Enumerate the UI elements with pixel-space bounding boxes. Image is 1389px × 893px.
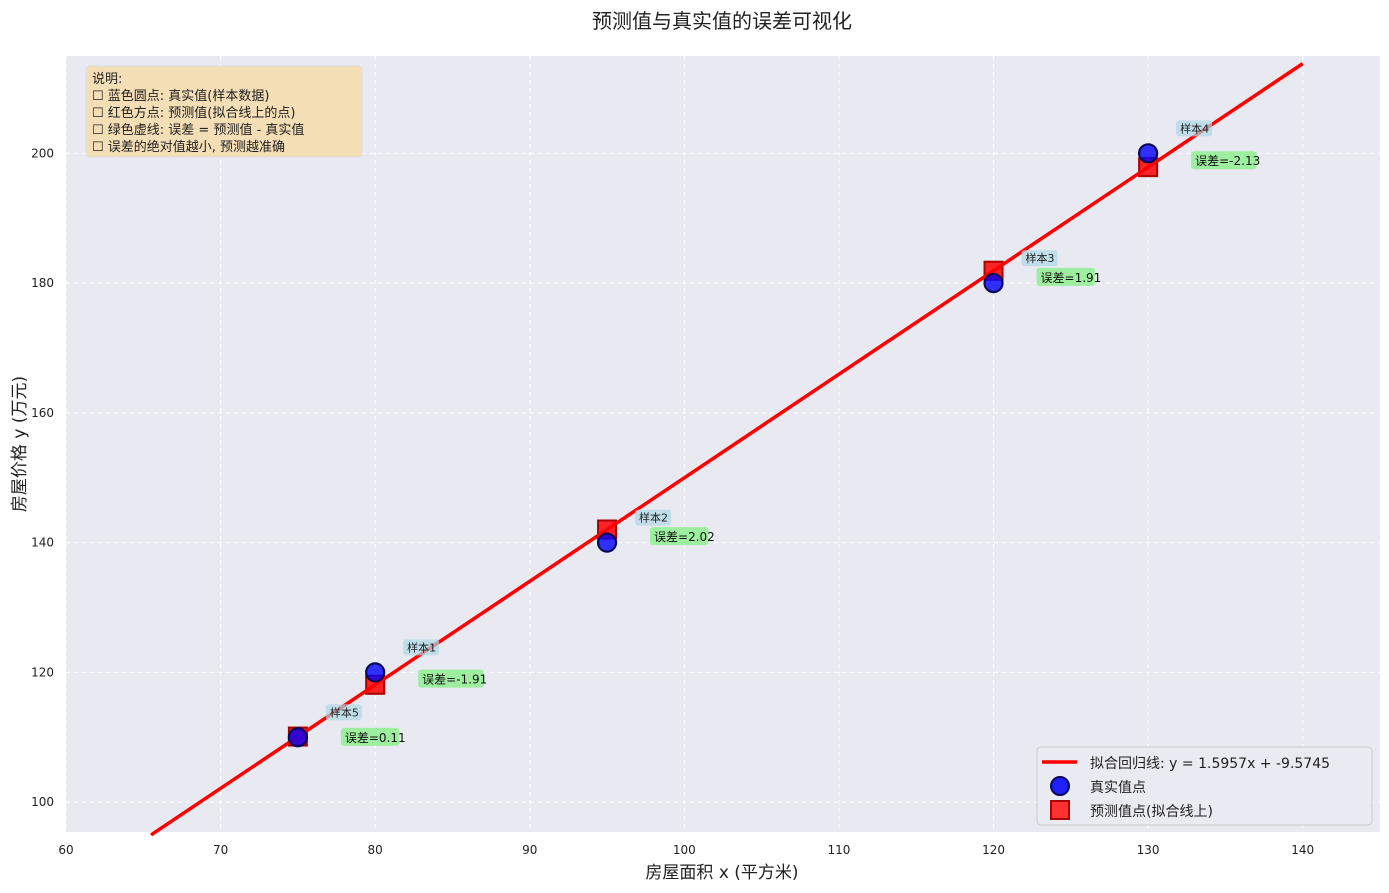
error-label: 误差=1.91 <box>1036 267 1102 286</box>
legend-entry: 预测值点(拟合线上) <box>1090 804 1213 820</box>
error-label-bg <box>650 527 709 546</box>
error-label: 误差=2.02 <box>650 527 715 546</box>
sample-label-text: 样本1 <box>407 640 436 654</box>
note-line: ☐ 误差的绝对值越小, 预测越准确 <box>92 139 285 155</box>
error-label-text: 误差=1.91 <box>1041 271 1102 285</box>
y-axis-label: 房屋价格 y (万元) <box>10 376 30 512</box>
note-line: ☐ 红色方点: 预测值(拟合线上的点) <box>92 105 295 121</box>
y-tick-label: 200 <box>31 146 54 160</box>
x-tick-label: 100 <box>673 843 696 857</box>
legend-entry: 真实值点 <box>1090 780 1146 796</box>
sample-label: 样本1 <box>403 639 440 656</box>
error-label-bg <box>1036 267 1095 286</box>
note-background <box>85 65 363 158</box>
note-line: 说明: <box>92 72 122 87</box>
y-tick-label: 160 <box>31 406 54 420</box>
sample-label-bg <box>635 509 672 526</box>
error-label-text: 误差=-2.13 <box>1195 154 1260 168</box>
note-line: ☐ 蓝色圆点: 真实值(样本数据) <box>92 88 269 104</box>
x-tick-label: 90 <box>522 843 537 857</box>
sample-label-bg <box>403 639 440 656</box>
legend-entry: 拟合回归线: y = 1.5957x + -9.5745 <box>1090 755 1330 772</box>
error-label-bg <box>1191 151 1257 170</box>
error-label-text: 误差=0.11 <box>345 731 406 745</box>
y-tick-label: 120 <box>31 665 54 679</box>
grid <box>65 56 1380 832</box>
x-tick-label: 130 <box>1137 843 1160 857</box>
legend-frame <box>1036 746 1373 826</box>
true-point <box>1138 143 1159 164</box>
y-tick-label: 180 <box>31 276 54 290</box>
legend-circle-swatch <box>1050 776 1070 796</box>
sample-label: 样本4 <box>1176 120 1213 137</box>
sample-label: 样本5 <box>325 704 362 721</box>
sample-label-bg <box>1176 120 1213 137</box>
legend: 拟合回归线: y = 1.5957x + -9.5745 真实值点 预测值点(拟… <box>1036 746 1373 826</box>
error-label-text: 误差=2.02 <box>654 530 715 544</box>
sample-label-bg <box>1021 250 1058 267</box>
true-point <box>596 532 618 553</box>
x-axis-label: 房屋面积 x (平方米) <box>645 863 798 883</box>
sample-label-bg <box>325 704 362 721</box>
axis-ticks: 60 70 80 90 100 110 120 130 140 100 120 140 160 180 20… <box>31 146 1314 857</box>
error-label: 误差=-2.13 <box>1191 151 1260 170</box>
sample-label: 样本3 <box>1021 250 1058 267</box>
y-tick-label: 140 <box>31 536 54 550</box>
sample-label-text: 样本2 <box>639 511 668 525</box>
error-label-bg <box>340 727 400 746</box>
true-point <box>365 662 386 683</box>
error-label: 误差=0.11 <box>340 727 406 746</box>
true-point <box>983 272 1004 294</box>
legend-square-swatch <box>1050 800 1070 820</box>
x-tick-label: 110 <box>827 843 850 857</box>
x-tick-label: 60 <box>58 843 73 857</box>
sample-label-text: 样本4 <box>1180 121 1209 135</box>
x-tick-label: 120 <box>982 843 1005 857</box>
error-label-bg <box>418 669 484 688</box>
x-tick-label: 140 <box>1291 843 1314 857</box>
y-tick-label: 100 <box>31 795 54 809</box>
plot-area <box>66 56 1380 832</box>
error-label: 误差=-1.91 <box>418 669 487 688</box>
chart-marks: 样本1 误差=-1.91 样本2 误差=2.02 样本3 误差=1.91 样本4 误差=-2.… <box>150 62 1304 837</box>
note-box: 说明: ☐ 蓝色圆点: 真实值(样本数据) ☐ 红色方点: 预测值(拟合线上的点… <box>85 65 363 158</box>
sample-label: 样本2 <box>635 509 672 526</box>
x-tick-label: 70 <box>213 843 228 857</box>
note-line: ☐ 绿色虚线: 误差 = 预测值 - 真实值 <box>92 122 304 138</box>
sample-label-text: 样本3 <box>1026 251 1055 265</box>
true-point <box>287 727 308 748</box>
chart-title: 预测值与真实值的误差可视化 <box>592 9 852 33</box>
error-label-text: 误差=-1.91 <box>422 673 487 687</box>
sample-label-text: 样本5 <box>330 705 359 719</box>
x-tick-label: 80 <box>368 843 383 857</box>
